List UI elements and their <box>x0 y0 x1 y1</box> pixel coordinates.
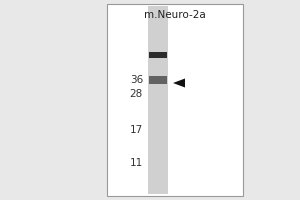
Polygon shape <box>173 79 185 88</box>
Bar <box>148 6 168 194</box>
Text: 36: 36 <box>130 75 143 85</box>
Text: 28: 28 <box>130 89 143 99</box>
Text: 11: 11 <box>130 158 143 168</box>
Text: 17: 17 <box>130 125 143 135</box>
Bar <box>107 4 243 196</box>
Bar <box>149 76 167 84</box>
Bar <box>149 52 167 58</box>
Text: m.Neuro-2a: m.Neuro-2a <box>144 10 206 20</box>
